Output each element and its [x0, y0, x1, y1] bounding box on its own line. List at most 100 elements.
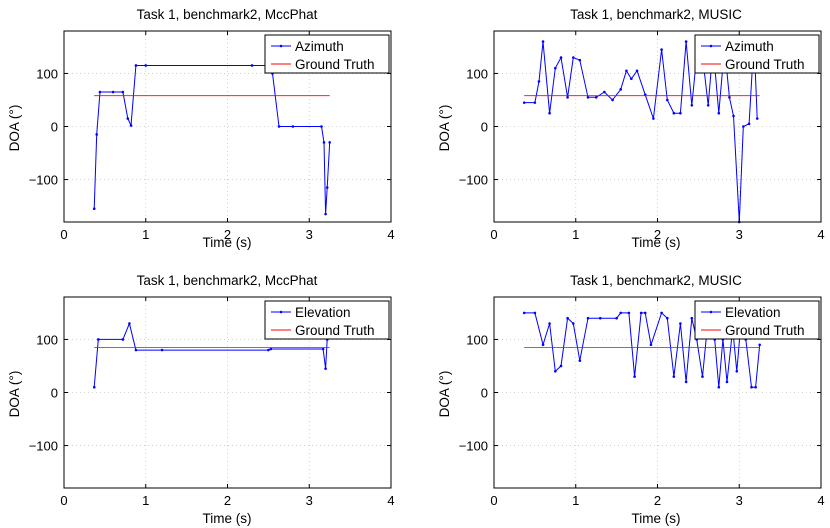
data-point [578, 359, 582, 362]
legend-label: Azimuth [295, 39, 344, 54]
data-point [98, 90, 102, 94]
chart-top-right: Task 1, benchmark2, MUSIC Time (s) DOA (… [437, 7, 825, 250]
x-tick-label: 2 [654, 493, 661, 508]
x-tick-label: 0 [490, 227, 497, 242]
data-point [633, 375, 636, 378]
data-point [594, 96, 598, 99]
legend-label: Ground Truth [295, 57, 375, 72]
data-point [679, 322, 682, 325]
data-point [328, 141, 331, 144]
chart-title: Task 1, benchmark2, MUSIC [570, 273, 742, 288]
y-axis-label: DOA (°) [437, 371, 452, 418]
x-axis-label: Time (s) [632, 235, 681, 250]
data-point [325, 186, 329, 189]
x-tick-label: 4 [817, 493, 824, 508]
data-point [627, 311, 631, 315]
data-point [554, 66, 557, 70]
legend-label: Ground Truth [295, 323, 375, 338]
x-tick-label: 1 [572, 227, 579, 242]
x-tick-label: 3 [736, 493, 743, 508]
y-axis-label: DOA (°) [437, 105, 452, 152]
data-point [643, 311, 647, 315]
data-point [619, 311, 623, 315]
data-point [111, 90, 115, 94]
data-point [571, 56, 575, 59]
data-point [717, 111, 721, 115]
data-point [541, 40, 545, 43]
x-tick-label: 0 [60, 493, 67, 508]
data-point [619, 88, 623, 91]
chart-bottom-left: Task 1, benchmark2, MccPhat Time (s) DOA… [7, 273, 395, 526]
y-tick-label: 100 [36, 332, 58, 347]
data-point [725, 380, 729, 384]
x-tick-label: 4 [817, 227, 824, 242]
data-point [566, 316, 569, 320]
x-axis-label: Time (s) [632, 511, 681, 526]
legend-label: Elevation [295, 305, 351, 320]
x-tick-label: 2 [224, 227, 231, 242]
data-point [95, 133, 98, 136]
y-tick-label: 0 [481, 120, 488, 135]
data-point [548, 322, 551, 325]
data-point [732, 114, 735, 118]
data-point [324, 212, 327, 216]
x-tick-label: 1 [572, 493, 579, 508]
data-point [758, 343, 761, 347]
legend-box [264, 34, 390, 74]
data-point [684, 40, 688, 43]
data-point [559, 364, 563, 368]
chart-title: Task 1, benchmark2, MccPhat [137, 273, 318, 288]
data-point [548, 111, 551, 115]
y-tick-label: −100 [29, 173, 58, 188]
x-tick-label: 2 [224, 493, 231, 508]
data-point [735, 369, 739, 373]
data-point [566, 96, 569, 99]
y-tick-label: 0 [51, 386, 58, 401]
data-point [291, 125, 295, 128]
x-tick-label: 3 [306, 493, 313, 508]
data-point [277, 125, 281, 128]
x-tick-label: 2 [654, 227, 661, 242]
x-tick-label: 3 [306, 227, 313, 242]
data-point [635, 69, 639, 73]
data-point [672, 111, 676, 115]
data-point [639, 311, 643, 315]
data-point [322, 141, 326, 144]
x-tick-label: 1 [142, 493, 149, 508]
legend-marker [279, 310, 283, 314]
x-tick-label: 1 [142, 227, 149, 242]
data-point [649, 343, 653, 347]
y-tick-label: 100 [466, 332, 488, 347]
chart-title: Task 1, benchmark2, MUSIC [570, 7, 742, 22]
data-point [684, 380, 688, 384]
data-point [250, 64, 254, 67]
legend-box [694, 300, 820, 340]
data-point [630, 77, 633, 81]
data-point [747, 122, 751, 126]
data-point [121, 338, 125, 341]
y-tick-label: 100 [466, 66, 488, 81]
data-point [126, 117, 130, 120]
y-tick-label: −100 [29, 439, 58, 454]
legend-box [694, 34, 820, 74]
data-point [533, 311, 537, 315]
data-point [598, 316, 602, 320]
data-point [144, 64, 148, 67]
data-point [97, 338, 100, 341]
data-point [129, 124, 133, 127]
y-tick-label: 0 [51, 120, 58, 135]
data-point [324, 367, 327, 370]
chart-bottom-right: Task 1, benchmark2, MUSIC Time (s) DOA (… [437, 273, 825, 526]
x-tick-label: 0 [490, 493, 497, 508]
x-tick-label: 3 [736, 227, 743, 242]
data-point [586, 96, 590, 99]
legend-label: Ground Truth [725, 57, 805, 72]
x-axis-label: Time (s) [203, 511, 252, 526]
data-point [660, 48, 663, 51]
y-tick-label: −100 [459, 173, 488, 188]
data-point [754, 385, 757, 389]
data-point [690, 316, 694, 320]
data-point [717, 385, 721, 389]
data-point [603, 90, 606, 94]
data-point [742, 125, 745, 128]
